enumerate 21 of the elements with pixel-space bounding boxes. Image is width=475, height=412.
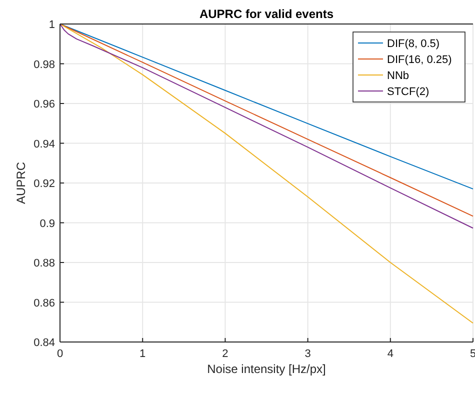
legend-label: DIF(8, 0.5): [387, 38, 440, 50]
x-tick-label: 4: [387, 348, 394, 360]
y-tick-label: 0.88: [34, 258, 55, 270]
x-axis-title: Noise intensity [Hz/px]: [207, 362, 326, 376]
y-tick-label: 0.98: [34, 58, 55, 71]
y-tick-label: 0.96: [34, 98, 55, 110]
y-tick-label: 0.9: [40, 218, 55, 230]
x-tick-label: 3: [304, 348, 311, 360]
x-tick-label: 1: [140, 348, 146, 360]
y-axis-title: AUPRC: [14, 162, 28, 204]
legend-label: DIF(16, 0.25): [387, 54, 452, 66]
x-tick-label: 0: [56, 348, 64, 360]
y-tick-label: 0.92: [34, 178, 55, 190]
legend-label: NNb: [387, 70, 410, 82]
chart-title: AUPRC for valid events: [199, 7, 334, 21]
y-tick-label: 0.94: [34, 138, 55, 150]
x-tick-label: 2: [222, 348, 228, 360]
legend-label: STCF(2): [387, 86, 430, 98]
y-tick-label: 0.86: [34, 297, 55, 310]
y-tick-label: 1: [48, 19, 55, 31]
y-tick-label: 0.84: [34, 337, 55, 349]
